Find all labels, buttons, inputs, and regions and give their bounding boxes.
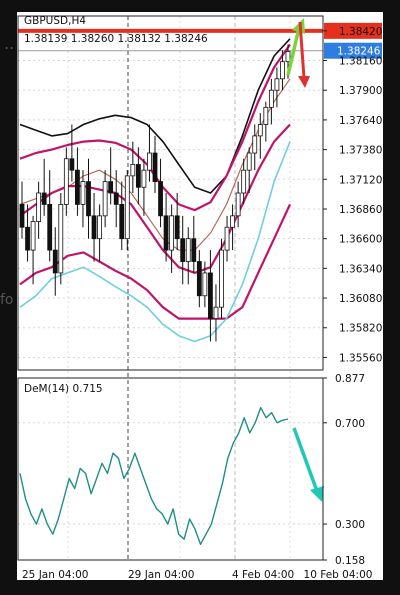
cyan-arrow-head: [310, 486, 324, 502]
candle-body: [185, 238, 191, 262]
candle-body: [91, 215, 97, 240]
candle-body: [108, 181, 114, 194]
candle-body: [69, 158, 75, 171]
candle-body: [63, 158, 69, 205]
candle-body: [47, 204, 53, 251]
candle-body: [235, 192, 241, 217]
candle-body: [97, 215, 102, 240]
candle-body: [75, 169, 80, 205]
candle-body: [163, 215, 169, 251]
candle-body: [174, 215, 180, 240]
candle-body: [257, 124, 263, 137]
price-tick-label: 1.36080: [339, 293, 382, 305]
indicator-panel-border: [17, 377, 324, 561]
price-tick-label: 1.36340: [339, 263, 382, 275]
candle-body: [169, 215, 175, 251]
price-tick-label: 1.35560: [339, 352, 382, 364]
demarker-plot: [19, 406, 324, 545]
indicator-tick-label: 0.300: [335, 519, 365, 531]
candle-body: [124, 175, 130, 240]
price-tick-label: 1.37900: [339, 85, 382, 97]
price-tick-label: 1.37380: [339, 145, 382, 157]
price-tick-label: 1.36600: [339, 234, 382, 246]
resistance-price-tag: [324, 22, 382, 39]
candle-body: [86, 181, 91, 217]
time-tick-label: 25 Jan 04:00: [22, 569, 88, 581]
red-arrow-shaft: [298, 21, 306, 79]
candle-body: [36, 192, 42, 222]
envelope-upper-black: [19, 38, 291, 194]
price-tick-label: 1.37120: [339, 174, 382, 186]
candle-body: [19, 204, 25, 228]
candle-body: [113, 192, 119, 205]
candle-body: [58, 204, 64, 274]
candle-body: [274, 78, 280, 91]
time-tick-label: 29 Jan 04:00: [128, 569, 194, 581]
price-tick-label: 1.36860: [339, 204, 382, 216]
candle-body: [213, 306, 219, 320]
candle-body: [30, 221, 36, 251]
candle-body: [41, 192, 47, 205]
candle-body: [135, 164, 141, 188]
cyan-arrow-shaft: [292, 427, 320, 495]
price-tick-label: 1.38420: [339, 26, 382, 38]
candle-body: [285, 51, 291, 63]
candle-body: [241, 169, 247, 194]
candle-body: [80, 181, 86, 205]
indicator-tick-label: 0.158: [335, 555, 365, 567]
candle-body: [52, 249, 58, 274]
axes: 1.38420 1.38160 1.37900 1.37640 1.37380 1.371…: [17, 15, 382, 581]
candle-body: [180, 238, 186, 262]
resistance-line: [18, 28, 323, 33]
symbol-label: GBPUSD,H4: [24, 15, 86, 27]
candle-body: [202, 272, 208, 297]
candle-body: [263, 106, 269, 125]
candle-body: [102, 181, 108, 217]
green-arrow-shaft: [286, 27, 301, 76]
current-price-tag: [324, 42, 382, 59]
indicator-tick-label: 0.700: [335, 418, 365, 430]
candle-body: [119, 204, 125, 240]
candle-body: [196, 261, 202, 297]
candle-body: [230, 215, 235, 228]
candle-body: [219, 249, 224, 308]
candle-body: [246, 152, 252, 171]
candle-body: [224, 226, 230, 251]
price-tick-label: 1.35820: [339, 323, 382, 335]
time-tick-label: 4 Feb 04:00: [232, 569, 294, 581]
candle-body: [141, 169, 147, 188]
price-plot: 1.38246: [18, 18, 382, 343]
candle-body: [25, 226, 30, 251]
current-price-label: 1.38246: [337, 46, 381, 58]
candle-body: [147, 152, 152, 171]
price-tick-label: 1.37640: [339, 115, 382, 127]
time-tick-label: 10 Feb 04:00: [304, 569, 373, 581]
red-arrow-head: [298, 76, 310, 88]
price-tick-label: 1.38160: [339, 56, 382, 68]
envelope-lower-magenta: [19, 203, 291, 320]
envelope-lower-cyan: [19, 141, 291, 343]
demarker-line: [19, 406, 289, 545]
candle-body: [158, 181, 163, 217]
candle-body: [152, 152, 158, 182]
price-panel-border: [17, 15, 324, 371]
candle-body: [208, 272, 213, 320]
candle-body: [280, 61, 285, 80]
candle-body: [252, 135, 258, 154]
indicator-label: DeM(14) 0.715: [24, 383, 103, 395]
ohlc-header: 1.38139 1.38260 1.38132 1.38246: [24, 33, 208, 45]
candle-body: [268, 89, 274, 108]
candle-body: [130, 164, 136, 177]
background-text-fragment: fo: [0, 292, 14, 308]
candle-body: [191, 238, 197, 262]
background-dots: ..: [4, 34, 15, 53]
indicator-tick-label: 0.877: [335, 373, 365, 385]
